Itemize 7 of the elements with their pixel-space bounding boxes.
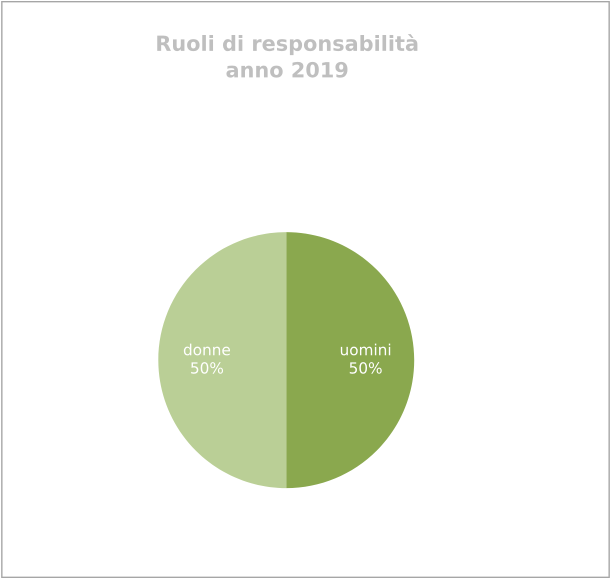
chart-title: Ruoli di responsabilità anno 2019 bbox=[157, 34, 418, 78]
slice-label: uomini bbox=[340, 344, 390, 356]
slice-label: donne bbox=[184, 344, 230, 356]
data-label: 50% bbox=[191, 362, 224, 374]
data-label: 50% bbox=[350, 362, 382, 374]
pie-slice bbox=[158, 232, 286, 488]
pie-slice bbox=[286, 232, 414, 488]
